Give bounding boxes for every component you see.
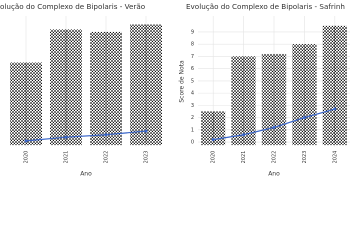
x-tick-label: 2020 [211,151,217,164]
x-tick-label: 2020 [24,151,30,164]
chart-title: olução do Complexo de Bipolaris - Verão [0,2,145,11]
x-axis-label: Ano [80,171,92,178]
y-tick-label: 3 [191,103,194,109]
x-tick-label: 2022 [272,151,278,164]
y-axis-label: Score de Nota [179,60,186,103]
y-tick-label: 6 [191,66,194,72]
y-tick-label: 9 [191,29,194,35]
mean-point [211,138,215,142]
x-tick-label: 2021 [64,151,70,164]
y-tick-label: 0 [191,140,194,146]
y-tick-label: 2 [191,115,194,121]
mean-point [272,125,276,129]
mean-point [144,129,148,133]
mean-point [242,133,246,137]
y-tick-label: 4 [191,91,194,97]
mean-point [302,116,306,120]
x-tick-label: 2023 [302,151,308,164]
mean-line [25,130,147,142]
mean-point [333,107,337,111]
y-tick-label: 1 [191,127,194,133]
mean-point [24,139,28,143]
mean-point [64,135,68,139]
y-tick-label: 7 [191,54,194,60]
x-tick-label: 2023 [144,151,150,164]
x-axis-label: Ano [268,171,280,178]
x-tick-label: 2024 [332,151,338,164]
chart-title: Evolução do Complexo de Bipolaris - Safr… [186,2,345,11]
x-tick-label: 2022 [104,151,110,164]
screen: 2020 2021 2022 2023 olução do Complexo de Bi… [0,2,350,178]
y-tick-label: 5 [191,78,194,84]
mean-point [104,133,108,137]
y-tick-label: 8 [191,42,194,48]
x-tick-label: 2021 [241,151,247,164]
